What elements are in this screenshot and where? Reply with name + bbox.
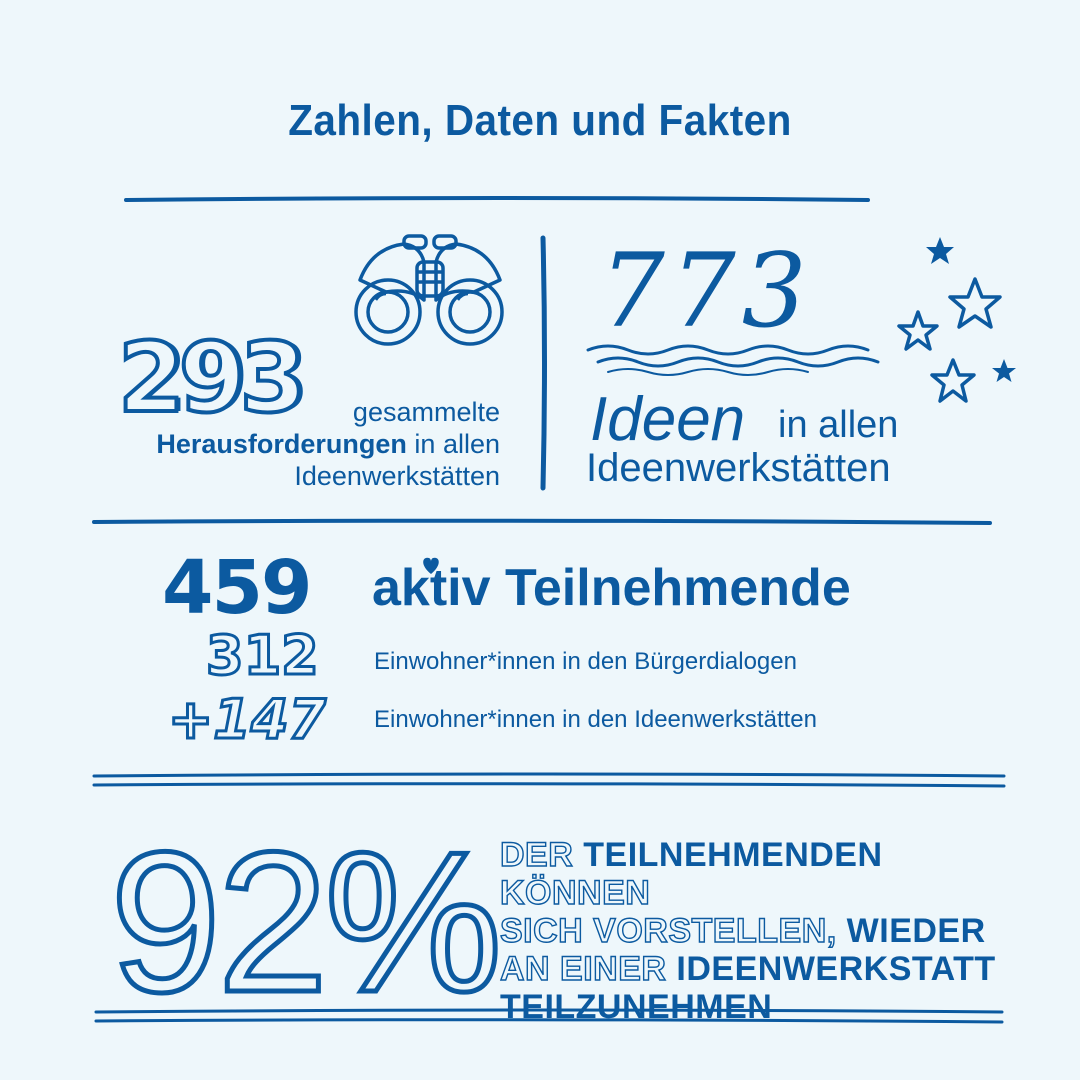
challenges-description: gesammelte Herausforderungen in allen Id… <box>120 396 500 492</box>
divider-double-1 <box>92 772 1006 778</box>
divider-bottom-2 <box>94 1018 1004 1024</box>
participants-dialog-number: 312 <box>205 623 321 689</box>
ideas-line2: Ideenwerkstätten <box>586 446 891 490</box>
participants-workshop-label: Einwohner*innen in den Ideenwerkstätten <box>374 706 817 733</box>
wave-line-3 <box>607 368 809 376</box>
star-icon <box>926 237 954 264</box>
star-icon <box>897 310 939 351</box>
divider-top <box>124 196 870 202</box>
wave-line-1 <box>586 344 870 356</box>
wave-line-2 <box>596 356 880 368</box>
challenges-line2-rest: in allen <box>406 429 500 459</box>
star-icon <box>992 359 1016 382</box>
percent-word-teilzunehmen: TEILZUNEHMEN <box>500 988 773 1026</box>
percent-word-an-einer: AN EINER <box>499 949 667 988</box>
page-title: Zahlen, Daten und Fakten <box>288 96 792 145</box>
divider-middle <box>92 518 992 525</box>
challenges-bold-word: Herausforderungen <box>156 429 407 459</box>
divider-double-2 <box>92 782 1006 788</box>
percent-description: DER TEILNEHMENDEN KÖNNEN SICH VORSTELLEN… <box>499 835 1020 1026</box>
star-icon <box>948 277 1002 329</box>
ideas-line1-rest: in allen <box>778 404 899 446</box>
challenges-line3: Ideenwerkstätten <box>294 461 500 491</box>
percent-word-koennen: KÖNNEN <box>499 873 651 912</box>
participants-total-number: 459 <box>162 545 312 631</box>
percent-word-teilnehmenden: TEILNEHMENDEN <box>583 836 883 874</box>
ideas-big-word: Ideen <box>590 385 746 454</box>
divider-bottom-1 <box>94 1008 1004 1014</box>
divider-vertical <box>540 235 547 491</box>
percent-word-ideenwerkstatt: IDEENWERKSTATT <box>676 950 996 988</box>
participants-workshop-number: +147 <box>167 687 328 753</box>
challenges-line1: gesammelte <box>352 397 500 427</box>
participants-dialog-label: Einwohner*innen in den Bürgerdialogen <box>374 648 797 675</box>
percent-word-sich-vorstellen: SICH VORSTELLEN, <box>499 911 837 950</box>
ideas-number: 773 <box>600 232 813 351</box>
challenges-line2: Herausforderungen in allen <box>120 428 500 460</box>
percent-word-der: DER <box>499 835 574 874</box>
participants-total-label: aktiv Teilnehmende <box>372 559 851 617</box>
binoculars-icon <box>354 234 504 346</box>
heart-icon <box>423 557 439 574</box>
percent-number: 92% <box>107 809 504 1037</box>
star-icon <box>930 358 976 403</box>
challenges-number: 293 <box>116 320 308 436</box>
percent-word-wieder: WIEDER <box>846 912 986 950</box>
